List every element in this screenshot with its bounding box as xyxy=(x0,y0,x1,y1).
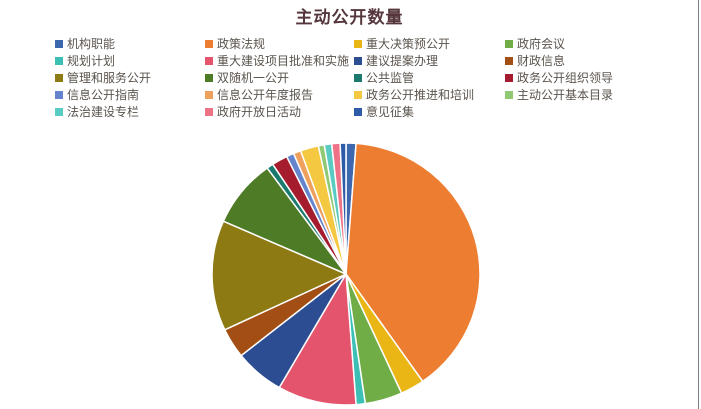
legend-item[interactable]: 主动公开基本目录 xyxy=(505,86,613,103)
legend-item[interactable]: 政府开放日活动 xyxy=(205,103,301,120)
legend-label: 政务公开组织领导 xyxy=(517,71,614,85)
legend-item[interactable]: 公共监管 xyxy=(354,69,414,86)
legend-item[interactable]: 机构职能 xyxy=(55,35,115,52)
legend-swatch-icon xyxy=(354,56,362,65)
legend-item[interactable]: 规划计划 xyxy=(55,52,115,69)
legend-item[interactable]: 重大决策预公开 xyxy=(354,35,450,52)
legend-swatch-icon xyxy=(205,73,213,82)
legend-label: 财政信息 xyxy=(517,54,566,68)
legend-swatch-icon xyxy=(354,90,362,99)
legend-label: 机构职能 xyxy=(67,37,116,51)
legend-swatch-icon xyxy=(354,73,362,82)
legend-label: 政务公开推进和培训 xyxy=(366,88,475,102)
legend-swatch-icon xyxy=(55,39,63,48)
legend-swatch-icon xyxy=(505,39,513,48)
legend-item[interactable]: 信息公开年度报告 xyxy=(205,86,313,103)
legend-item[interactable]: 双随机一公开 xyxy=(205,69,289,86)
legend-swatch-icon xyxy=(354,107,362,116)
legend-label: 重大决策预公开 xyxy=(366,37,451,51)
legend-item[interactable]: 信息公开指南 xyxy=(55,86,139,103)
legend-swatch-icon xyxy=(354,39,362,48)
legend-label: 政府开放日活动 xyxy=(217,105,302,119)
legend-item[interactable]: 法治建设专栏 xyxy=(55,103,139,120)
legend-swatch-icon xyxy=(205,56,213,65)
legend-item[interactable]: 重大建设项目批准和实施 xyxy=(205,52,349,69)
legend-swatch-icon xyxy=(205,39,213,48)
panel-right-border xyxy=(698,0,699,409)
legend-label: 政府会议 xyxy=(517,37,566,51)
legend-label: 重大建设项目批准和实施 xyxy=(217,54,350,68)
legend-label: 政策法规 xyxy=(217,37,266,51)
chart-title: 主动公开数量 xyxy=(295,8,404,27)
legend-swatch-icon xyxy=(55,90,63,99)
legend-swatch-icon xyxy=(55,73,63,82)
legend-swatch-icon xyxy=(205,107,213,116)
legend-item[interactable]: 管理和服务公开 xyxy=(55,69,151,86)
legend-swatch-icon xyxy=(55,107,63,116)
legend-swatch-icon xyxy=(505,90,513,99)
pie-slice[interactable] xyxy=(345,142,481,383)
pie-slice[interactable] xyxy=(278,273,357,406)
legend-item[interactable]: 政务公开组织领导 xyxy=(505,69,613,86)
legend-swatch-icon xyxy=(505,73,513,82)
legend-item[interactable]: 政策法规 xyxy=(205,35,265,52)
legend-swatch-icon xyxy=(505,56,513,65)
pie-slice[interactable] xyxy=(211,220,347,331)
legend-label: 建议提案办理 xyxy=(366,54,439,68)
pie-slice[interactable] xyxy=(339,142,347,275)
legend-label: 信息公开指南 xyxy=(67,88,140,102)
legend-label: 管理和服务公开 xyxy=(67,71,152,85)
legend-label: 双随机一公开 xyxy=(217,71,290,85)
legend-label: 信息公开年度报告 xyxy=(217,88,314,102)
legend-label: 主动公开基本目录 xyxy=(517,88,614,102)
legend-item[interactable]: 建议提案办理 xyxy=(354,52,438,69)
legend-label: 法治建设专栏 xyxy=(67,105,140,119)
legend-swatch-icon xyxy=(205,90,213,99)
legend-swatch-icon xyxy=(55,56,63,65)
chart-legend: 机构职能 政策法规 重大决策预公开 政府会议规划计划 重大建设项目批准和实施 建议提案办理… xyxy=(0,0,699,125)
legend-label: 规划计划 xyxy=(67,54,116,68)
legend-item[interactable]: 财政信息 xyxy=(505,52,565,69)
legend-item[interactable]: 政务公开推进和培训 xyxy=(354,86,474,103)
legend-label: 公共监管 xyxy=(366,71,415,85)
legend-item[interactable]: 意见征集 xyxy=(354,103,414,120)
legend-label: 意见征集 xyxy=(366,105,415,119)
legend-item[interactable]: 政府会议 xyxy=(505,35,565,52)
